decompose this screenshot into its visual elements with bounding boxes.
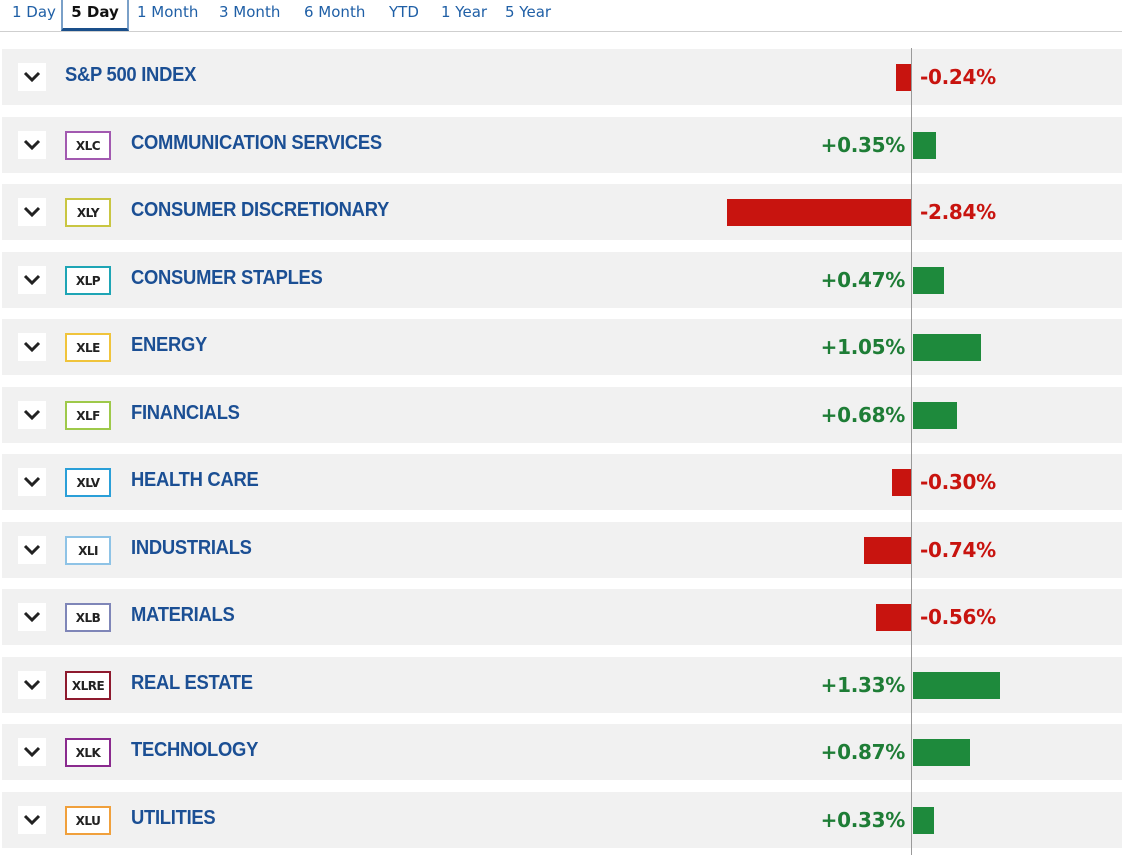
tab-5-year[interactable]: 5 Year (505, 3, 552, 21)
change-percent: -0.30% (920, 470, 996, 494)
sector-name[interactable]: S&P 500 INDEX (65, 64, 197, 86)
change-percent: +1.33% (820, 673, 906, 697)
change-percent: +0.47% (820, 268, 906, 292)
ticker-badge: XLP (65, 266, 111, 295)
chevron-down-icon (23, 544, 41, 556)
expand-button[interactable] (18, 738, 46, 766)
zero-axis (911, 48, 912, 855)
change-bar (913, 132, 936, 159)
ticker-badge: XLK (65, 738, 111, 767)
change-bar (892, 469, 912, 496)
expand-button[interactable] (18, 266, 46, 294)
chevron-down-icon (23, 139, 41, 151)
ticker-badge: XLC (65, 131, 111, 160)
change-percent: -2.84% (920, 200, 996, 224)
tab-6-month[interactable]: 6 Month (304, 3, 366, 21)
sector-name[interactable]: INDUSTRIALS (131, 537, 252, 559)
tab-1-year[interactable]: 1 Year (441, 3, 488, 21)
change-bar (913, 807, 934, 834)
sector-name[interactable]: TECHNOLOGY (131, 739, 259, 761)
change-bar (913, 334, 981, 361)
tab-3-month[interactable]: 3 Month (219, 3, 281, 21)
change-percent: +0.68% (820, 403, 906, 427)
change-percent: +0.33% (820, 808, 906, 832)
sector-row[interactable]: S&P 500 INDEX -0.24% (2, 49, 1122, 105)
change-bar (913, 739, 970, 766)
expand-button[interactable] (18, 536, 46, 564)
change-percent: -0.24% (920, 65, 996, 89)
ticker-badge: XLB (65, 603, 111, 632)
ticker-badge: XLY (65, 198, 111, 227)
chevron-down-icon (23, 814, 41, 826)
sector-name[interactable]: MATERIALS (131, 604, 235, 626)
change-percent: +0.35% (820, 133, 906, 157)
change-bar (913, 672, 1000, 699)
sector-row[interactable]: XLY CONSUMER DISCRETIONARY -2.84% (2, 184, 1122, 240)
tab-1-day[interactable]: 1 Day (12, 3, 56, 21)
sector-name[interactable]: CONSUMER DISCRETIONARY (131, 199, 390, 221)
ticker-badge: XLI (65, 536, 111, 565)
expand-button[interactable] (18, 603, 46, 631)
chevron-down-icon (23, 679, 41, 691)
sector-name[interactable]: COMMUNICATION SERVICES (131, 132, 382, 154)
sector-row[interactable]: XLE ENERGY +1.05% (2, 319, 1122, 375)
sector-row[interactable]: XLV HEALTH CARE -0.30% (2, 454, 1122, 510)
sector-name[interactable]: HEALTH CARE (131, 469, 259, 491)
ticker-badge: XLRE (65, 671, 111, 700)
sector-name[interactable]: ENERGY (131, 334, 208, 356)
expand-button[interactable] (18, 131, 46, 159)
chevron-down-icon (23, 476, 41, 488)
expand-button[interactable] (18, 401, 46, 429)
sector-name[interactable]: FINANCIALS (131, 402, 240, 424)
change-bar (896, 64, 912, 91)
ticker-badge: XLV (65, 468, 111, 497)
chevron-down-icon (23, 274, 41, 286)
sector-row[interactable]: XLF FINANCIALS +0.68% (2, 387, 1122, 443)
expand-button[interactable] (18, 333, 46, 361)
tab-ytd[interactable]: YTD (389, 3, 419, 21)
change-percent: -0.56% (920, 605, 996, 629)
chevron-down-icon (23, 206, 41, 218)
sector-row[interactable]: XLC COMMUNICATION SERVICES +0.35% (2, 117, 1122, 173)
chevron-down-icon (23, 746, 41, 758)
ticker-badge: XLU (65, 806, 111, 835)
sector-row[interactable]: XLRE REAL ESTATE +1.33% (2, 657, 1122, 713)
sector-row[interactable]: XLI INDUSTRIALS -0.74% (2, 522, 1122, 578)
change-bar (913, 267, 944, 294)
sector-name[interactable]: UTILITIES (131, 807, 216, 829)
sector-row[interactable]: XLP CONSUMER STAPLES +0.47% (2, 252, 1122, 308)
tab-1-month[interactable]: 1 Month (137, 3, 199, 21)
expand-button[interactable] (18, 671, 46, 699)
chevron-down-icon (23, 341, 41, 353)
change-bar (913, 402, 957, 429)
chevron-down-icon (23, 71, 41, 83)
timeframe-tabs: 1 Day 5 Day 1 Month 3 Month 6 Month YTD 1 Year… (0, 0, 1122, 32)
sector-row[interactable]: XLK TECHNOLOGY +0.87% (2, 724, 1122, 780)
change-percent: +1.05% (820, 335, 906, 359)
ticker-badge: XLE (65, 333, 111, 362)
change-bar (876, 604, 912, 631)
expand-button[interactable] (18, 198, 46, 226)
chevron-down-icon (23, 409, 41, 421)
sector-name[interactable]: CONSUMER STAPLES (131, 267, 323, 289)
expand-button[interactable] (18, 806, 46, 834)
chevron-down-icon (23, 611, 41, 623)
ticker-badge: XLF (65, 401, 111, 430)
expand-button[interactable] (18, 468, 46, 496)
expand-button[interactable] (18, 63, 46, 91)
sector-name[interactable]: REAL ESTATE (131, 672, 253, 694)
change-bar (727, 199, 912, 226)
sector-row[interactable]: XLB MATERIALS -0.56% (2, 589, 1122, 645)
sector-row[interactable]: XLU UTILITIES +0.33% (2, 792, 1122, 848)
change-percent: +0.87% (820, 740, 906, 764)
change-bar (864, 537, 912, 564)
change-percent: -0.74% (920, 538, 996, 562)
tab-5-day[interactable]: 5 Day (61, 0, 129, 31)
